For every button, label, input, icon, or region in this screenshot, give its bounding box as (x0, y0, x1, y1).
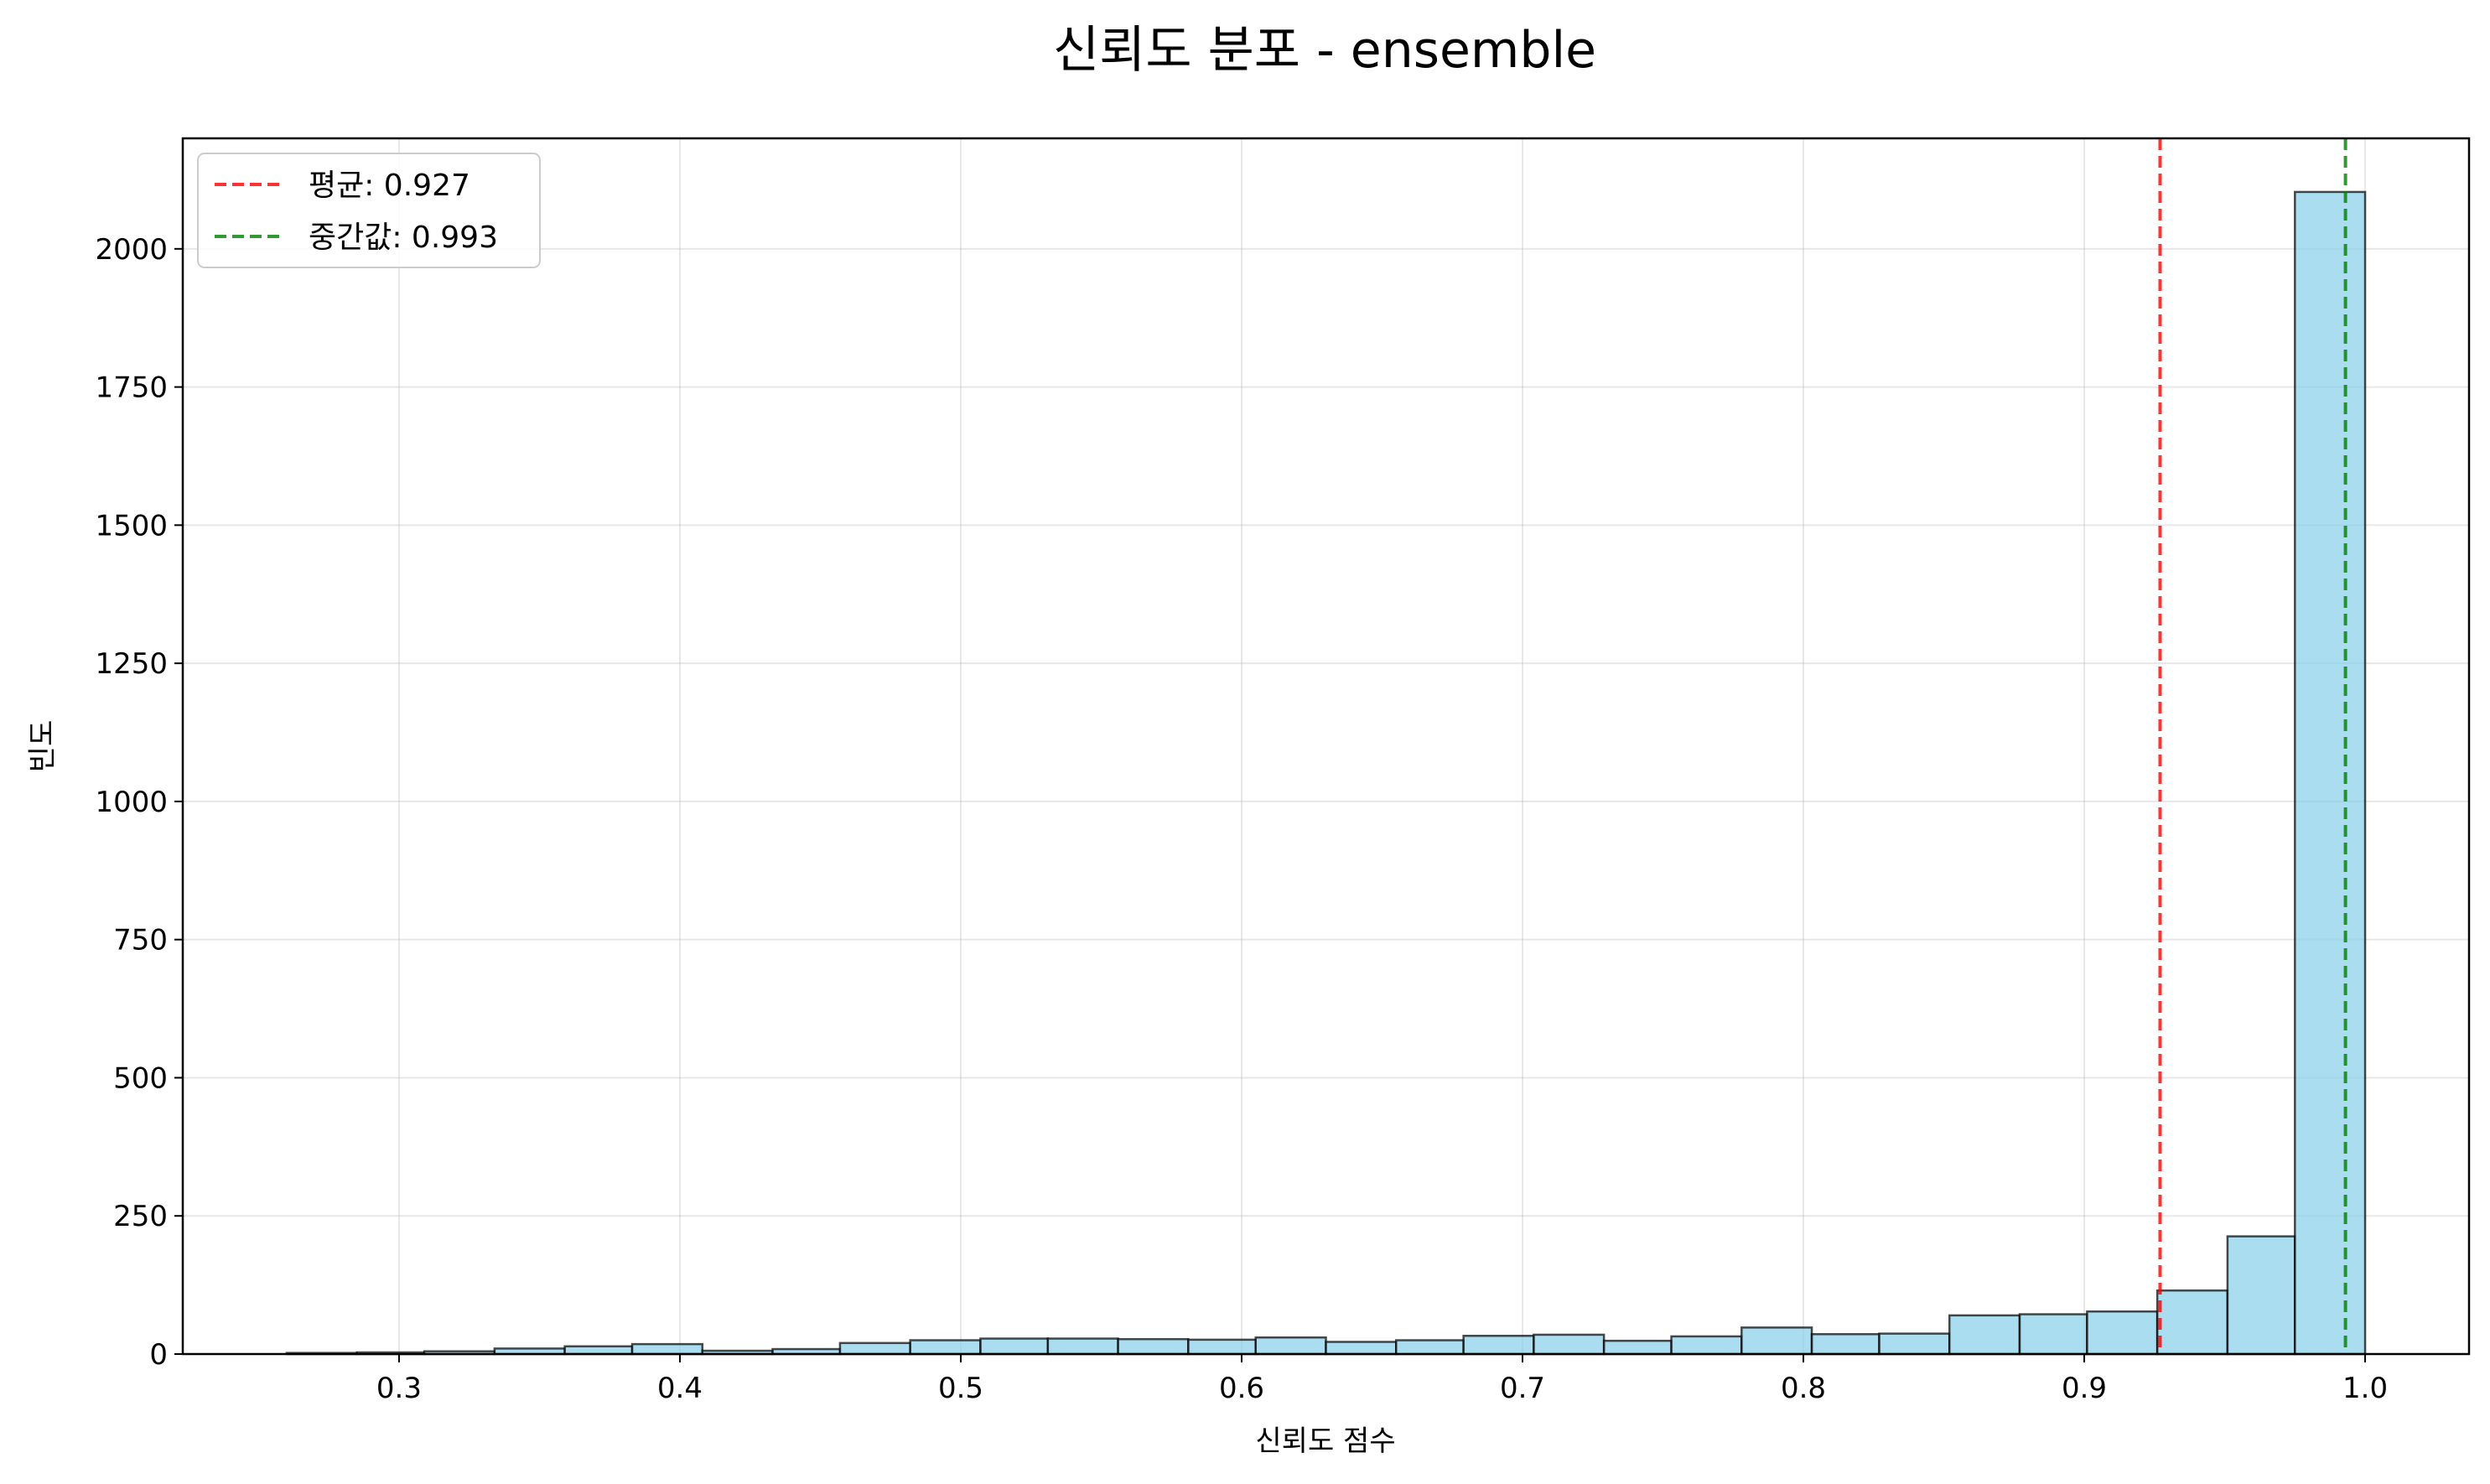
y-tick-label: 1250 (95, 647, 168, 681)
histogram-bar (2155, 1289, 2229, 1356)
chart-title: 신뢰도 분포 - ensemble (1053, 21, 1596, 80)
reference-lines (2158, 138, 2347, 1354)
histogram-bar (2226, 1235, 2296, 1356)
y-tick-label: 1500 (95, 509, 168, 542)
histogram-bar (1254, 1336, 1327, 1356)
y-tick-label: 0 (149, 1338, 168, 1372)
histogram-bar (630, 1342, 704, 1356)
histogram-bar (838, 1341, 911, 1356)
histogram-bar (2294, 190, 2367, 1356)
histogram-bar (979, 1337, 1050, 1356)
histogram-bar (1046, 1337, 1119, 1356)
x-axis-label: 신뢰도 점수 (1255, 1424, 1395, 1458)
histogram-bar (2018, 1313, 2088, 1356)
histogram-bar (563, 1345, 634, 1356)
legend: 평균: 0.927 중간값: 0.993 (197, 153, 541, 268)
y-tick-label: 750 (113, 924, 168, 957)
histogram-bar (2086, 1310, 2159, 1356)
x-tick-label: 0.4 (657, 1372, 703, 1405)
histogram-bar (1187, 1338, 1257, 1356)
y-tick-label: 250 (113, 1200, 168, 1233)
histogram-bar (1810, 1333, 1880, 1356)
legend-median-label: 중간값: 0.993 (309, 221, 498, 255)
x-tick-label: 1.0 (2342, 1372, 2388, 1405)
legend-box (197, 153, 541, 268)
histogram-bar (1117, 1337, 1190, 1356)
y-axis-ticks: 0 250 500 750 1000 1250 1500 1750 2000 (95, 233, 183, 1372)
y-tick-label: 1000 (95, 786, 168, 819)
x-axis-ticks: 0.3 0.4 0.5 0.6 0.7 0.8 0.9 1.0 (376, 1354, 2388, 1405)
plot-area-background (183, 138, 2469, 1354)
y-tick-label: 2000 (95, 233, 168, 267)
histogram-bar (1462, 1335, 1535, 1356)
x-tick-label: 0.8 (1781, 1372, 1826, 1405)
histogram-bar (909, 1339, 982, 1356)
histogram-bar (1533, 1333, 1606, 1356)
histogram-bar (1395, 1339, 1465, 1356)
x-tick-label: 0.3 (376, 1372, 422, 1405)
histogram-bar (1602, 1339, 1673, 1356)
x-tick-label: 0.6 (1219, 1372, 1264, 1405)
histogram-bar (1325, 1341, 1398, 1356)
histogram-bar (1878, 1332, 1951, 1356)
histogram-bar (1670, 1335, 1743, 1356)
histogram-bar (1948, 1314, 2021, 1356)
y-tick-label: 1750 (95, 371, 168, 405)
plot-frame (181, 137, 2471, 1356)
bars (285, 190, 2367, 1356)
legend-mean-label: 평균: 0.927 (309, 169, 470, 203)
y-tick-label: 500 (113, 1061, 168, 1095)
x-tick-label: 0.9 (2062, 1372, 2107, 1405)
x-tick-label: 0.5 (938, 1372, 983, 1405)
x-tick-label: 0.7 (1500, 1372, 1545, 1405)
y-axis-label: 빈도 (26, 720, 60, 773)
histogram-bar (1740, 1326, 1813, 1356)
